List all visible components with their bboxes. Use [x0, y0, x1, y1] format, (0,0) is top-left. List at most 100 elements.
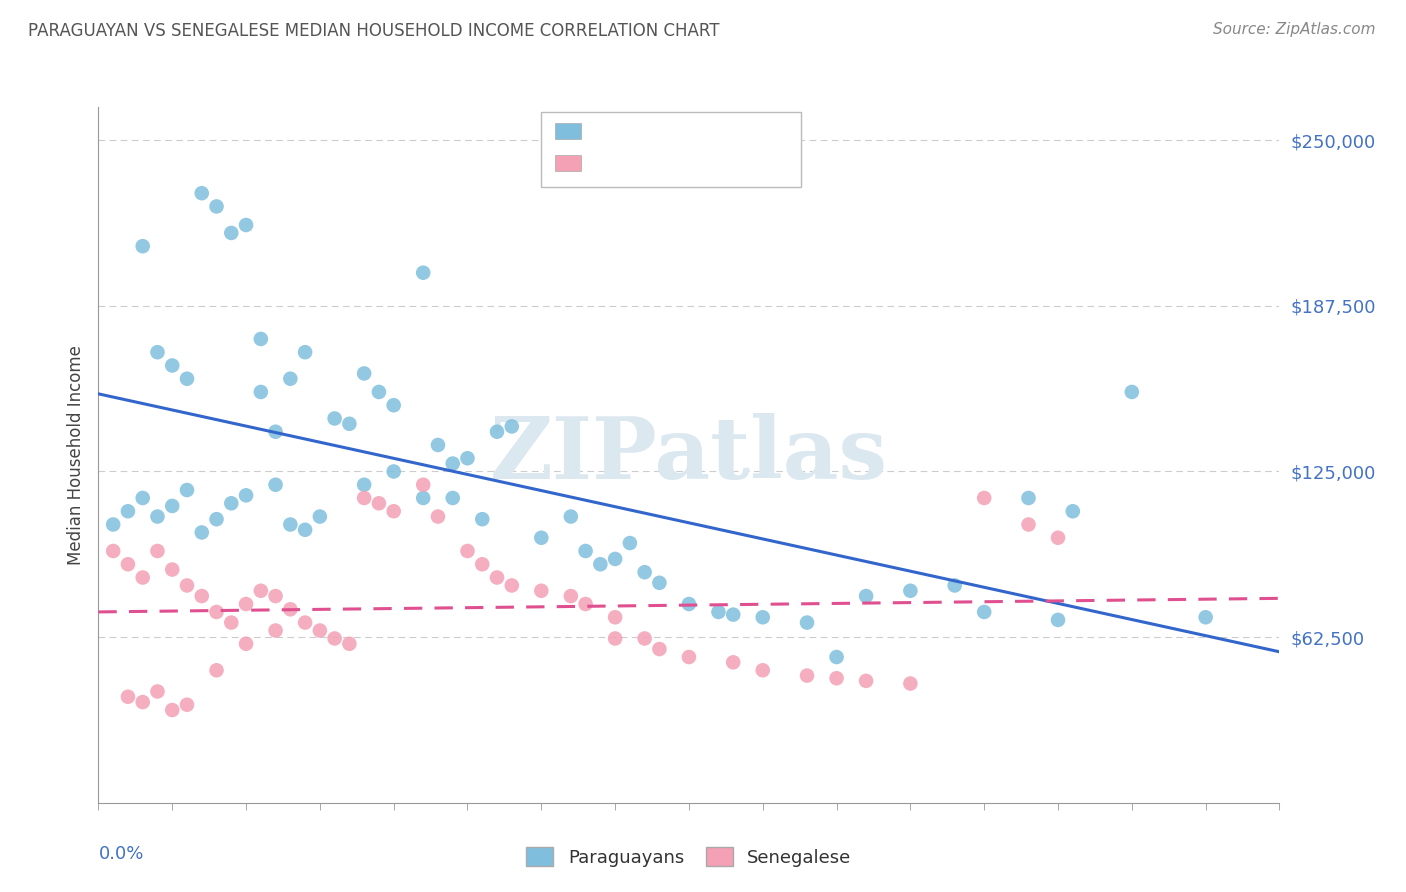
- Point: [973, 605, 995, 619]
- Point: [132, 695, 155, 709]
- Point: [633, 565, 655, 579]
- Point: [162, 703, 183, 717]
- Point: [146, 684, 169, 698]
- Point: [191, 525, 214, 540]
- Point: [205, 663, 228, 677]
- Point: [426, 438, 449, 452]
- Point: [205, 512, 228, 526]
- Point: [855, 589, 877, 603]
- Point: [235, 488, 257, 502]
- Point: [353, 367, 375, 381]
- Point: [530, 583, 553, 598]
- Point: [501, 578, 523, 592]
- Text: PARAGUAYAN VS SENEGALESE MEDIAN HOUSEHOLD INCOME CORRELATION CHART: PARAGUAYAN VS SENEGALESE MEDIAN HOUSEHOL…: [28, 22, 720, 40]
- Point: [426, 509, 449, 524]
- Point: [117, 504, 139, 518]
- Point: [898, 676, 921, 690]
- Point: [825, 650, 848, 665]
- Point: [530, 531, 553, 545]
- Text: N =: N =: [683, 122, 723, 140]
- Point: [574, 597, 596, 611]
- Point: [353, 477, 375, 491]
- Point: [117, 690, 139, 704]
- Text: R =: R =: [589, 122, 628, 140]
- Point: [485, 570, 508, 584]
- Point: [441, 457, 464, 471]
- Point: [441, 491, 464, 505]
- Point: [485, 425, 508, 439]
- Point: [264, 425, 287, 439]
- Point: [367, 496, 389, 510]
- Point: [146, 509, 169, 524]
- Point: [353, 491, 375, 505]
- Point: [132, 570, 155, 584]
- Point: [751, 610, 773, 624]
- Point: [1194, 610, 1216, 624]
- Point: [412, 477, 434, 491]
- Point: [1046, 531, 1069, 545]
- Text: 0.0%: 0.0%: [98, 845, 143, 863]
- Point: [162, 499, 183, 513]
- Point: [294, 523, 316, 537]
- Point: [456, 451, 478, 466]
- Point: [1062, 504, 1084, 518]
- Point: [898, 583, 921, 598]
- Text: 0.036: 0.036: [620, 122, 676, 140]
- Point: [678, 650, 700, 665]
- Point: [294, 345, 316, 359]
- Point: [648, 575, 671, 590]
- Point: [633, 632, 655, 646]
- Point: [117, 558, 139, 572]
- Point: [574, 544, 596, 558]
- Point: [943, 578, 966, 592]
- Point: [294, 615, 316, 630]
- Point: [278, 517, 301, 532]
- Point: [103, 544, 124, 558]
- Point: [205, 605, 228, 619]
- Point: [678, 597, 700, 611]
- Point: [132, 239, 155, 253]
- Point: [176, 483, 198, 497]
- Point: [308, 624, 332, 638]
- Point: [191, 186, 214, 201]
- Point: [235, 597, 257, 611]
- Text: 51: 51: [714, 154, 740, 172]
- Text: N =: N =: [683, 154, 723, 172]
- Point: [796, 615, 818, 630]
- Point: [1046, 613, 1069, 627]
- Text: 0.178: 0.178: [620, 154, 678, 172]
- Point: [308, 509, 332, 524]
- Point: [605, 632, 627, 646]
- Point: [250, 384, 273, 399]
- Point: [560, 589, 582, 603]
- Point: [412, 491, 434, 505]
- Text: Source: ZipAtlas.com: Source: ZipAtlas.com: [1212, 22, 1375, 37]
- Point: [471, 558, 494, 572]
- Point: [264, 477, 287, 491]
- Point: [219, 615, 242, 630]
- Point: [619, 536, 641, 550]
- Point: [501, 419, 523, 434]
- Point: [176, 698, 198, 712]
- Y-axis label: Median Household Income: Median Household Income: [66, 345, 84, 565]
- Point: [323, 632, 346, 646]
- Point: [751, 663, 773, 677]
- Point: [162, 563, 183, 577]
- Point: [382, 504, 405, 518]
- Point: [132, 491, 155, 505]
- Point: [337, 637, 360, 651]
- Point: [278, 372, 301, 386]
- Point: [191, 589, 214, 603]
- Point: [605, 610, 627, 624]
- Point: [707, 605, 730, 619]
- Point: [176, 372, 198, 386]
- Point: [337, 417, 360, 431]
- Point: [146, 345, 169, 359]
- Point: [278, 602, 301, 616]
- Point: [205, 199, 228, 213]
- Point: [560, 509, 582, 524]
- Point: [162, 359, 183, 373]
- Point: [103, 517, 124, 532]
- Point: [1017, 517, 1039, 532]
- Text: ZIPatlas: ZIPatlas: [489, 413, 889, 497]
